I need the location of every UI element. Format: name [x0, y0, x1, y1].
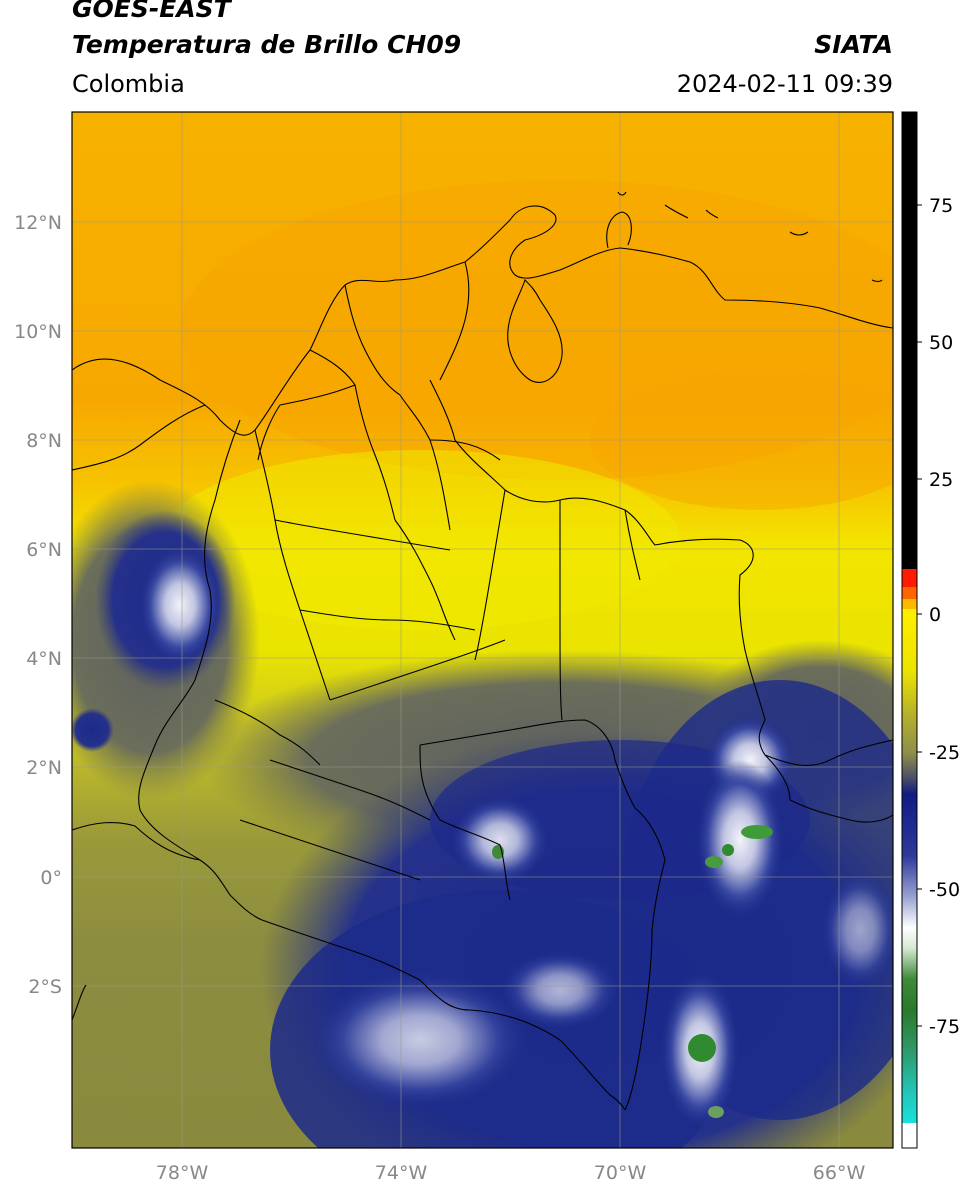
lat-label: 12°N	[14, 212, 62, 234]
colorbar-segment-orange	[902, 587, 917, 599]
colorbar-tick-label: -25	[929, 742, 960, 764]
colorbar-tick-label: 50	[929, 332, 953, 354]
colorbar-tick-label: -75	[929, 1016, 960, 1038]
lat-label: 10°N	[14, 321, 62, 343]
colorbar-segment-gradient	[902, 609, 917, 1123]
lat-label: 2°N	[26, 757, 62, 779]
lat-label: 4°N	[26, 648, 62, 670]
longitude-labels: 78°W 74°W 70°W 66°W	[156, 1162, 866, 1184]
satellite-image	[72, 112, 893, 1148]
colorbar-tick-label: 25	[929, 469, 953, 491]
lon-label: 70°W	[594, 1162, 647, 1184]
region-label: Colombia	[72, 70, 185, 98]
country-borders	[72, 191, 893, 1111]
satellite-title: GOES-EAST	[72, 0, 231, 23]
lon-label: 66°W	[813, 1162, 866, 1184]
latitude-labels: 12°N 10°N 8°N 6°N 4°N 2°N 0° 2°S	[14, 212, 62, 998]
colorbar: 75 50 25 0 -25 -50 -75	[901, 111, 960, 1149]
colorbar-segment-white	[902, 1123, 917, 1148]
colorbar-tick-label: -50	[929, 879, 960, 901]
map-frame	[71, 111, 894, 1149]
lat-label: 0°	[40, 867, 62, 889]
datetime-label: 2024-02-11 09:39	[676, 70, 893, 98]
lat-label: 6°N	[26, 539, 62, 561]
colorbar-segment-amber	[902, 599, 917, 609]
colorbar-segment-black	[902, 112, 917, 569]
colorbar-segment-red	[902, 569, 917, 587]
graticule	[72, 112, 893, 1148]
lon-label: 74°W	[375, 1162, 428, 1184]
colorbar-tick-label: 75	[929, 195, 953, 217]
colorbar-tick-label: 0	[929, 604, 941, 626]
lat-label: 2°S	[28, 976, 62, 998]
organization-label: SIATA	[814, 30, 893, 59]
lon-label: 78°W	[156, 1162, 209, 1184]
lat-label: 8°N	[26, 430, 62, 452]
product-title: Temperatura de Brillo CH09	[72, 30, 462, 59]
